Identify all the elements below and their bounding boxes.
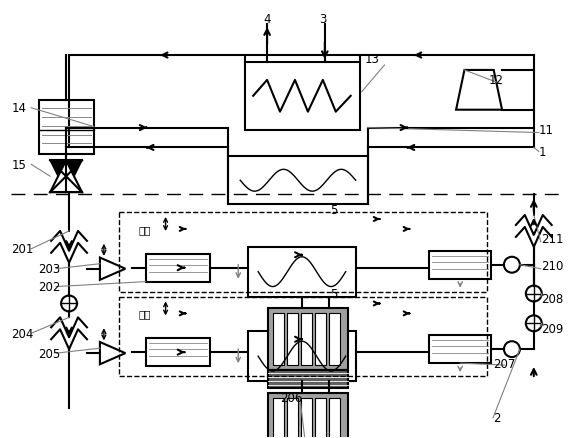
Text: 203: 203	[38, 262, 60, 276]
Bar	[268, 370, 348, 388]
Text: 204: 204	[11, 327, 34, 340]
Bar	[248, 332, 356, 381]
Text: 电能: 电能	[139, 224, 151, 234]
Text: 211: 211	[541, 233, 563, 246]
Text: 11: 11	[539, 124, 554, 137]
Text: 电能: 电能	[139, 309, 151, 319]
Text: 5: 5	[330, 287, 337, 300]
Polygon shape	[100, 258, 125, 280]
Bar	[273, 314, 284, 365]
Text: 12: 12	[489, 74, 504, 87]
Polygon shape	[100, 342, 125, 364]
Bar	[301, 314, 312, 365]
Text: 2: 2	[493, 411, 501, 424]
Text: 5: 5	[330, 203, 337, 216]
Text: 13: 13	[364, 53, 379, 65]
Text: 15: 15	[11, 159, 26, 171]
Bar	[146, 254, 211, 282]
Text: 14: 14	[11, 102, 26, 115]
Bar	[273, 398, 284, 438]
Bar	[301, 398, 312, 438]
Bar	[39, 101, 94, 155]
Bar	[228, 157, 367, 205]
Bar	[315, 314, 326, 365]
Bar	[119, 212, 487, 292]
Bar	[248, 247, 356, 297]
Text: 208: 208	[541, 292, 563, 305]
Bar	[329, 314, 340, 365]
Polygon shape	[50, 161, 82, 193]
Bar	[329, 398, 340, 438]
Bar	[315, 398, 326, 438]
Text: 209: 209	[541, 322, 563, 335]
Text: 206: 206	[280, 392, 302, 404]
Bar	[429, 336, 491, 363]
Text: 202: 202	[38, 280, 61, 293]
Bar	[287, 398, 298, 438]
Text: 201: 201	[11, 243, 34, 256]
Bar	[268, 309, 348, 370]
Bar	[268, 393, 348, 438]
Text: 207: 207	[493, 357, 515, 370]
Bar	[429, 251, 491, 279]
Polygon shape	[50, 161, 82, 193]
Bar	[287, 314, 298, 365]
Text: 4: 4	[263, 13, 270, 26]
Polygon shape	[456, 71, 502, 110]
Bar	[119, 297, 487, 376]
Text: 205: 205	[38, 347, 60, 360]
Text: 210: 210	[541, 260, 563, 272]
Text: 1: 1	[539, 145, 546, 159]
Bar	[245, 63, 360, 130]
Text: 3: 3	[319, 13, 326, 26]
Bar	[146, 339, 211, 366]
